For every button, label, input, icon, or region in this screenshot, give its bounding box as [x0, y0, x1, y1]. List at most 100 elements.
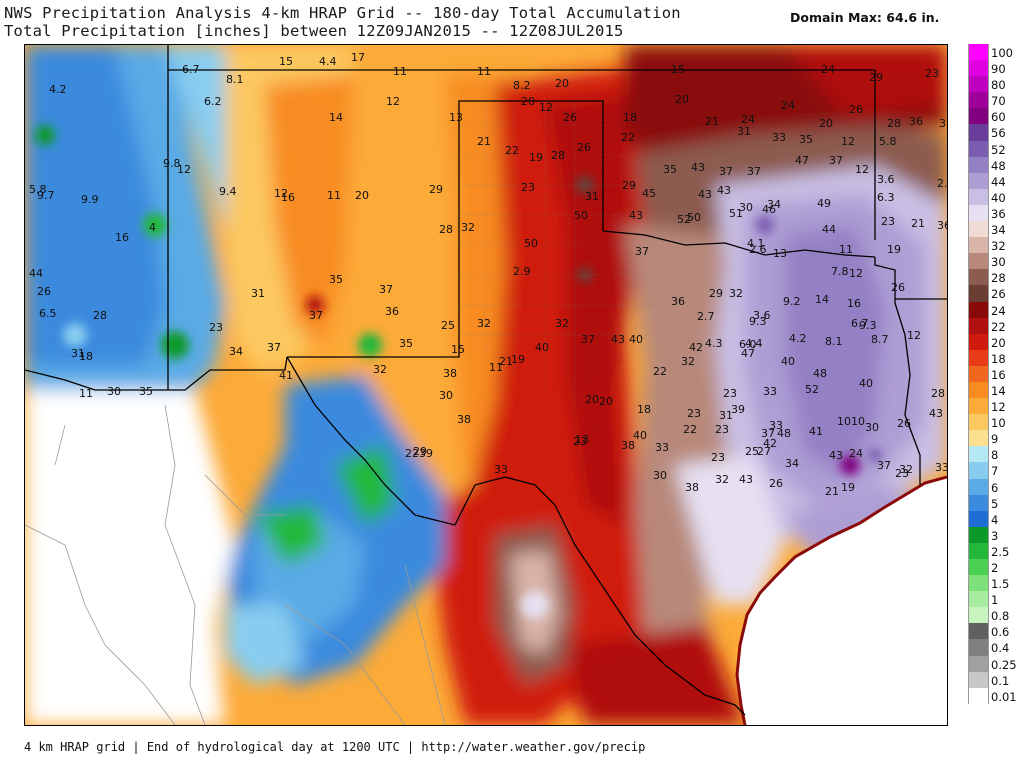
map-value-label: 8.2 — [513, 79, 531, 92]
map-value-label: 30 — [739, 201, 753, 214]
legend-swatch — [968, 591, 989, 608]
legend-entry: 90 — [968, 60, 1032, 77]
legend-entry: 44 — [968, 172, 1032, 189]
map-value-label: 17 — [351, 51, 365, 64]
legend-label: 2 — [991, 561, 999, 575]
map-value-label: 43 — [691, 161, 705, 174]
map-value-label: 32 — [461, 221, 475, 234]
map-value-label: 21 — [825, 485, 839, 498]
map-value-label: 13 — [773, 247, 787, 260]
precipitation-map[interactable]: 4.2 6.7 8.1 15 4.4 17 11 11 8.2 20 15 24 29 23 6.2 12 14… — [24, 44, 948, 726]
map-value-label: 39 — [419, 447, 433, 460]
legend-entry: 7 — [968, 462, 1032, 479]
map-value-label: 22 — [505, 144, 519, 157]
map-value-label: 28 — [931, 387, 945, 400]
map-value-label: 47 — [741, 347, 755, 360]
map-value-label: 8.1 — [825, 335, 843, 348]
map-value-label: 12 — [841, 135, 855, 148]
map-value-label: 12 — [274, 187, 288, 200]
map-value-label: 23 — [209, 321, 223, 334]
legend-label: 20 — [991, 335, 1006, 350]
map-value-label: 28 — [887, 117, 901, 130]
map-value-label: 19 — [511, 353, 525, 366]
map-value-label: 40 — [633, 429, 647, 442]
legend-entry: 1 — [968, 591, 1032, 608]
map-value-label: 33 — [763, 385, 777, 398]
legend-swatch — [968, 494, 989, 511]
map-value-label: 22 — [621, 131, 635, 144]
legend-swatch — [968, 478, 989, 495]
legend-label: 30 — [991, 255, 1006, 270]
map-value-label: 50 — [524, 237, 538, 250]
map-value-label: 43 — [629, 209, 643, 222]
map-value-label: 4.4 — [319, 55, 337, 68]
map-value-label: 43 — [698, 188, 712, 201]
legend-swatch — [968, 44, 989, 61]
map-value-label: 9.2 — [783, 295, 801, 308]
legend-label: 56 — [991, 126, 1006, 141]
map-value-label: 9.7 — [37, 189, 55, 202]
legend-label: 0.8 — [991, 609, 1010, 624]
map-value-label: 23 — [711, 451, 725, 464]
map-value-label: 36 — [385, 305, 399, 318]
legend-label: 36 — [991, 206, 1006, 221]
legend-label: 12 — [991, 400, 1006, 415]
map-value-label: 24 — [821, 63, 835, 76]
map-value-label: 1010 — [837, 415, 865, 428]
map-value-label: 28 — [551, 149, 565, 162]
map-value-label: 31 — [737, 125, 751, 138]
map-value-label: 38 — [457, 413, 471, 426]
legend-label: 28 — [991, 271, 1006, 286]
map-value-label: 38 — [443, 367, 457, 380]
map-value-label: 41 — [809, 425, 823, 438]
map-value-label: 9.4 — [219, 185, 237, 198]
map-value-label: 29 — [622, 179, 636, 192]
legend-entry: 18 — [968, 349, 1032, 366]
legend-swatch — [968, 655, 989, 672]
map-value-label: 51 — [729, 207, 743, 220]
domain-max-label: Domain Max: 64.6 in. — [790, 10, 940, 25]
legend-label: 4 — [991, 512, 999, 527]
map-value-label: 43 — [739, 473, 753, 486]
legend-entry: 0.25 — [968, 655, 1032, 672]
legend-label: 70 — [991, 94, 1006, 109]
legend-entry: 70 — [968, 92, 1032, 109]
map-value-label: 34 — [767, 198, 781, 211]
map-value-label: 4.4 — [745, 337, 763, 350]
legend-label: 80 — [991, 78, 1006, 93]
map-value-label: 2.8 — [937, 177, 947, 190]
legend-entry: 36 — [968, 204, 1032, 222]
state-borders — [25, 45, 947, 716]
legend-swatch — [968, 542, 989, 559]
map-value-label: 43 — [717, 184, 731, 197]
map-value-label: 11 — [393, 65, 407, 78]
map-value-label: 38 — [621, 439, 635, 452]
map-value-label: 3.6 — [877, 173, 895, 186]
legend-swatch — [968, 623, 989, 640]
legend-swatch — [968, 237, 989, 254]
legend-swatch — [968, 124, 989, 141]
legend-swatch — [968, 430, 989, 447]
map-value-label: 11 — [327, 189, 341, 202]
legend-label: 9 — [991, 432, 999, 447]
map-value-label: 42 — [689, 341, 703, 354]
map-value-label: 24 — [741, 113, 755, 126]
map-value-label: 26 — [563, 111, 577, 124]
map-value-label: 31 — [585, 190, 599, 203]
map-value-label: 3.6 — [753, 309, 771, 322]
map-value-label: 16 — [281, 191, 295, 204]
map-value-label: 15 — [451, 343, 465, 356]
legend-label: 40 — [991, 190, 1006, 205]
legend-swatch — [968, 607, 989, 624]
legend-entry: 48 — [968, 156, 1032, 173]
map-value-label: 6.0 — [739, 338, 757, 351]
map-value-label: 23 — [521, 181, 535, 194]
legend-entry: 26 — [968, 285, 1032, 302]
legend-label: 24 — [991, 303, 1006, 318]
legend-swatch — [968, 140, 989, 157]
legend-entry: 0.4 — [968, 639, 1032, 656]
map-value-label: 47 — [795, 154, 809, 167]
map-value-label: 38 — [685, 481, 699, 494]
legend-swatch — [968, 172, 989, 189]
legend-entry: 0.01 — [968, 687, 1032, 704]
